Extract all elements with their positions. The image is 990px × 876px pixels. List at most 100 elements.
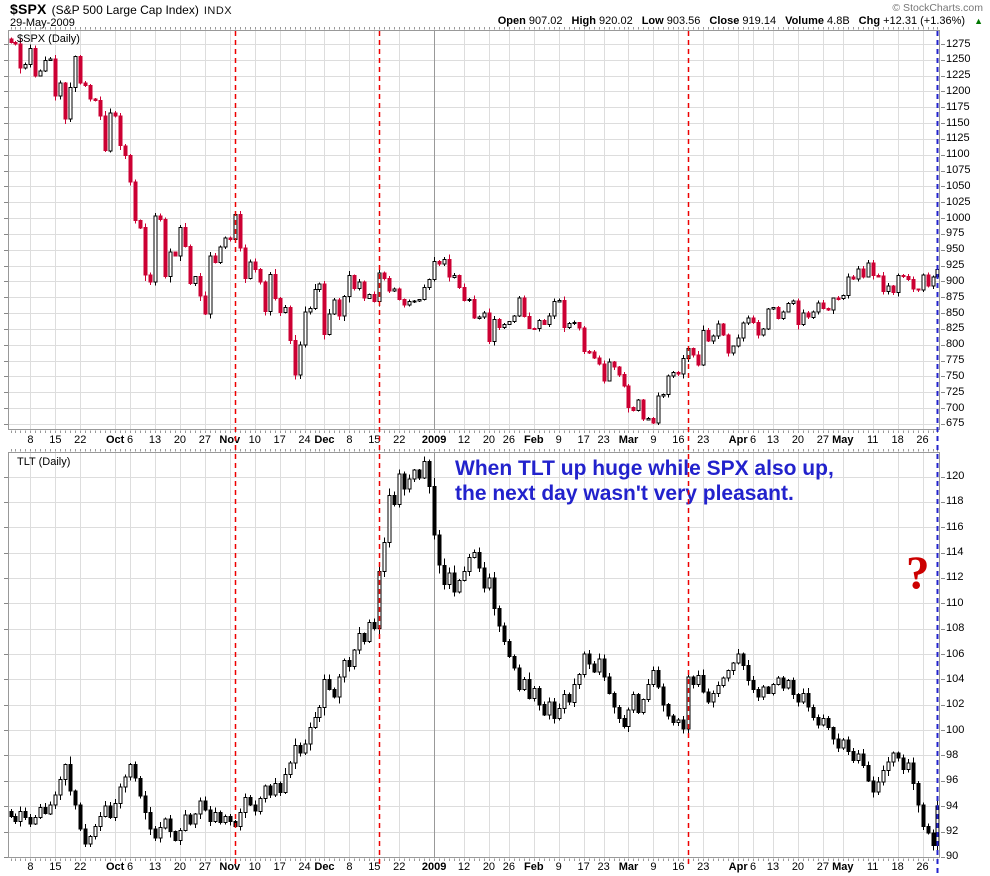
x-axis-tick-label: 18	[891, 434, 904, 446]
y-axis-tick-label: 1125	[946, 132, 970, 145]
x-axis-tick-label: 6	[750, 861, 757, 873]
x-axis-tick-label: 22	[74, 434, 87, 446]
y-axis-tick-label: 850	[946, 306, 965, 319]
x-axis-tick-label: 18	[891, 861, 904, 873]
x-axis-tick-label: 9	[650, 434, 657, 446]
x-axis-tick-label: 26	[916, 861, 929, 873]
x-axis-tick-label: 22	[393, 434, 406, 446]
tlt-panel-label: TLT (Daily)	[17, 456, 71, 468]
quote-high: High 920.02	[571, 15, 633, 27]
x-axis-tick-label: 26	[916, 434, 929, 446]
y-axis-tick-label: 106	[946, 647, 965, 660]
x-axis-tick-label: Feb	[524, 861, 544, 873]
chart-title-row: $SPX (S&P 500 Large Cap Index) INDX	[10, 1, 232, 17]
quote-chg: Chg +12.31 (+1.36%)	[858, 15, 966, 27]
spx-panel-label: $SPX (Daily)	[17, 33, 80, 45]
x-axis-tick-label: 20	[482, 434, 496, 446]
x-axis-tick-label: 10	[248, 861, 261, 873]
y-axis-tick-label: 100	[946, 723, 965, 736]
x-axis-tick-label: 15	[49, 434, 62, 446]
y-axis-tick-label: 116	[946, 520, 964, 533]
x-axis-tick-label: 17	[577, 434, 590, 446]
x-axis-tick-label: 22	[74, 861, 87, 873]
x-axis-tick-label: 16	[672, 861, 685, 873]
exchange-label: INDX	[203, 5, 233, 17]
x-axis-tick-label: Oct	[105, 861, 125, 873]
x-axis-tick-label: 13	[766, 861, 780, 873]
y-axis-tick-label: 900	[946, 274, 965, 287]
x-axis-tick-label: 27	[816, 861, 829, 873]
x-axis-tick-label: 13	[766, 434, 780, 446]
y-axis-tick-label: 1050	[946, 179, 971, 192]
x-axis-tick-label: 6	[750, 434, 757, 446]
symbol-description: (S&P 500 Large Cap Index)	[51, 3, 199, 17]
x-axis-tick-label: 9	[650, 861, 657, 873]
y-axis-tick-label: 90	[946, 850, 959, 863]
x-axis-tick-label: 15	[368, 434, 381, 446]
y-axis-tick-label: 94	[946, 799, 959, 812]
x-axis-tick-label: 20	[173, 861, 187, 873]
x-axis-tick-label: 6	[127, 434, 134, 446]
x-axis-tick-label: 16	[672, 434, 685, 446]
x-axis-tick-label: 6	[127, 861, 134, 873]
y-axis-tick-label: 96	[946, 774, 959, 787]
quote-volume: Volume 4.8B	[785, 15, 850, 27]
x-axis-tick-label: 23	[597, 434, 610, 446]
x-axis-tick-label: 20	[173, 434, 187, 446]
copyright-label: © StockCharts.com	[892, 2, 983, 14]
x-axis-tick-label: 11	[866, 434, 879, 446]
y-axis-tick-label: 102	[946, 698, 965, 711]
x-axis-tick-label: 24	[298, 434, 311, 446]
y-axis-tick-label: 775	[946, 354, 965, 367]
x-axis-tick-label: 20	[791, 434, 805, 446]
y-axis-tick-label: 925	[946, 259, 965, 272]
x-axis-tick-label: 10	[248, 434, 261, 446]
x-axis-tick-label: 20	[482, 861, 496, 873]
x-axis-tick-label: 20	[791, 861, 805, 873]
y-axis-tick-label: 975	[946, 227, 965, 240]
y-axis-tick-label: 1075	[946, 164, 971, 177]
x-axis-tick-label: Feb	[524, 434, 544, 446]
x-axis-tick-label: 12	[457, 861, 471, 873]
x-axis-tick-label: 26	[502, 861, 515, 873]
y-axis-tick-label: 114	[946, 546, 964, 559]
x-axis-tick-label: 11	[866, 861, 879, 873]
x-axis-tick-label: Apr	[728, 434, 748, 446]
question-mark: ?	[906, 547, 930, 599]
change-up-arrow-icon: ▲	[974, 16, 983, 26]
quote-close: Close 919.14	[709, 15, 777, 27]
y-axis-tick-label: 950	[946, 243, 965, 256]
x-axis-tick-label: 22	[393, 861, 406, 873]
x-axis-tick-label: Dec	[314, 861, 335, 873]
y-axis-tick-label: 110	[946, 596, 964, 609]
x-axis-tick-label: 12	[457, 434, 471, 446]
annotation-text: When TLT up huge while SPX also up, the …	[455, 456, 834, 506]
x-axis-tick-label: 23	[697, 434, 710, 446]
x-axis-tick-label: Oct	[105, 434, 125, 446]
symbol-label: $SPX	[10, 1, 47, 17]
quote-low: Low 903.56	[641, 15, 701, 27]
x-axis-tick-label: 9	[555, 434, 562, 446]
x-axis-bottom: 8 15 22 Oct 6 13 20 27 Nov 10 17 24 Dec 8 15 22 2009 12 20…	[0, 861, 990, 876]
x-axis-tick-label: 8	[27, 434, 34, 446]
x-axis-tick-label: 9	[555, 861, 562, 873]
y-axis-tick-label: 1275	[946, 37, 971, 50]
x-axis-tick-label: May	[832, 434, 854, 446]
x-axis-tick-label: May	[832, 861, 854, 873]
x-axis-tick-label: Nov	[219, 861, 241, 873]
y-axis-tick-label: 118	[946, 495, 964, 508]
x-axis-tick-label: 13	[148, 434, 162, 446]
x-axis-tick-label: 27	[198, 861, 211, 873]
x-axis-tick-label: 23	[697, 861, 710, 873]
x-axis-tick-label: 8	[27, 861, 34, 873]
x-axis-tick-label: 15	[368, 861, 381, 873]
quote-line: Open 907.02 High 920.02 Low 903.56 Close 91…	[498, 15, 983, 27]
x-axis-tick-label: 27	[816, 434, 829, 446]
y-axis-tick-label: 1025	[946, 195, 971, 208]
y-axis-tick-label: 1200	[946, 84, 971, 97]
x-axis-tick-label: 17	[273, 434, 286, 446]
